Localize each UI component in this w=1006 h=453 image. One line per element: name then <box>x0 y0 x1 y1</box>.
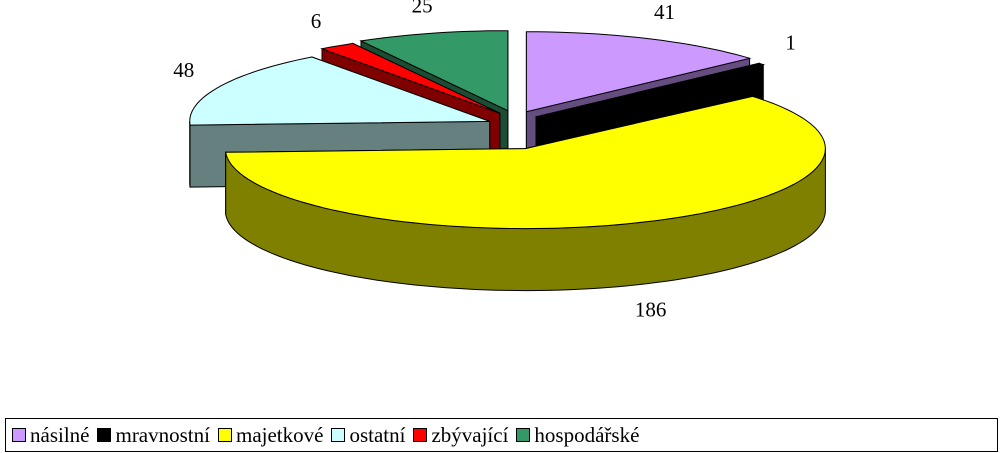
legend-swatch <box>217 428 232 442</box>
legend-item: mravnostní <box>97 423 210 448</box>
legend-swatch <box>516 428 531 442</box>
slice <box>359 30 509 112</box>
legend-item: ostatní <box>331 423 405 448</box>
legend-item: zbývající <box>413 423 508 448</box>
slice <box>225 95 826 230</box>
data-label: 1 <box>785 31 796 55</box>
legend-swatch <box>413 428 428 442</box>
legend-label: násilné <box>30 422 90 447</box>
legend-label: hospodářské <box>534 422 640 447</box>
legend-label: ostatní <box>349 422 406 447</box>
legend-swatch <box>12 428 26 442</box>
legend-swatch <box>331 428 346 442</box>
data-label: 41 <box>654 0 675 24</box>
slice <box>525 31 752 113</box>
legend-item: hospodářské <box>516 423 639 448</box>
pie-chart: 41 1 186 48 6 25 <box>173 0 826 321</box>
legend-swatch <box>97 428 112 442</box>
data-label: 186 <box>635 297 667 321</box>
slice <box>535 62 766 118</box>
data-label: 6 <box>311 9 322 33</box>
data-label: 25 <box>412 0 433 18</box>
slice <box>320 42 501 114</box>
legend-item: majetkové <box>217 422 324 448</box>
slice <box>189 56 490 126</box>
legend-label: zbývající <box>431 422 509 447</box>
data-label: 48 <box>173 58 194 82</box>
legend: násilné mravnostní majetkové ostatní zbývají… <box>5 418 998 452</box>
legend-label: majetkové <box>235 422 324 447</box>
legend-item: násilné <box>12 423 89 448</box>
legend-label: mravnostní <box>115 422 210 447</box>
